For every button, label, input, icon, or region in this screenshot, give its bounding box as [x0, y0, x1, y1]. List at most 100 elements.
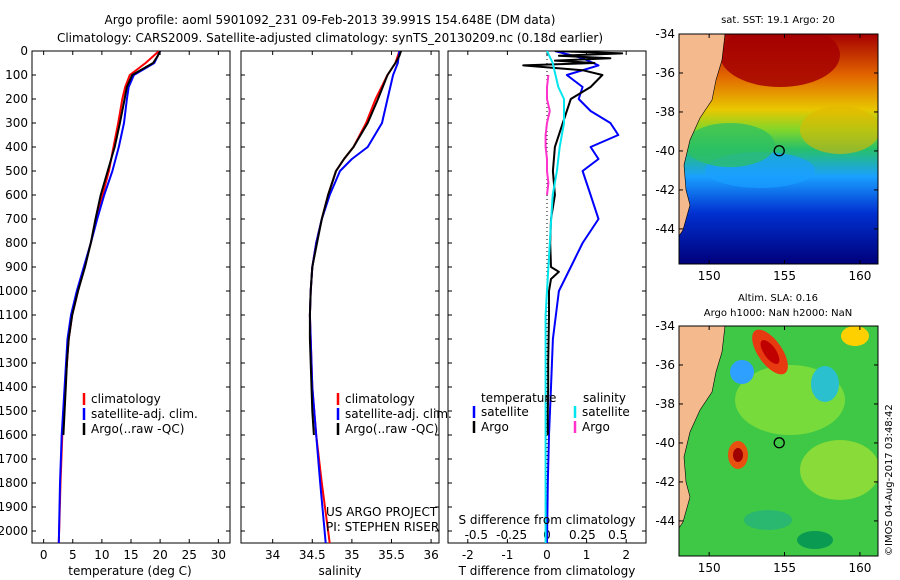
lat-tick-label: -40	[655, 144, 675, 158]
figure-title-line1: Argo profile: aoml 5901092_231 09-Feb-20…	[105, 13, 556, 27]
sst-float-position-marker	[773, 145, 785, 157]
sla-low-eddy	[797, 531, 833, 549]
sla-anomaly	[800, 440, 878, 500]
lon-tick-label: 160	[848, 269, 871, 283]
sst-map-ticks: -34 -36 -38 -40 -42 -44 150 155 160	[655, 27, 878, 283]
depth-tick-label: 200	[5, 92, 28, 106]
depth-tick-label: 500	[5, 164, 28, 178]
salinity-legend: climatology satellite-adj. clim. Argo(..…	[336, 392, 452, 436]
project-credit: US ARGO PROJECT	[326, 505, 438, 519]
imos-timestamp: ©IMOS 04-Aug-2017 03:48:42	[884, 404, 895, 556]
lon-tick-label: 160	[848, 561, 871, 575]
sla-low-eddy	[811, 366, 839, 402]
series-line-climatology	[57, 51, 160, 543]
pi-credit: PI: STEPHEN RISER	[326, 520, 439, 534]
legend-label: Argo	[481, 420, 509, 434]
x-tick-label: 0	[40, 548, 48, 562]
sla-high-core	[733, 448, 743, 462]
x-tick-label: 35	[344, 548, 359, 562]
x-tick-label: 5	[69, 548, 77, 562]
salinity-profiles	[308, 51, 402, 543]
x-tick-label: 2	[622, 548, 630, 562]
lat-tick-label: -42	[655, 475, 675, 489]
x2-tick-label: -0.25	[496, 528, 527, 542]
figure-title-line2: Climatology: CARS2009. Satellite-adjuste…	[57, 31, 603, 45]
sla-coastline-land	[679, 326, 726, 529]
legend-header-salinity: salinity	[583, 391, 626, 405]
lat-tick-label: -34	[655, 27, 675, 41]
series-line-satellite-adj-clim-	[57, 51, 162, 543]
x-tick-label: 25	[182, 548, 197, 562]
depth-tick-label: 800	[5, 236, 28, 250]
difference-profiles	[522, 51, 624, 543]
sst-coastline-land	[679, 34, 726, 237]
salinity-axis-label: salinity	[318, 564, 361, 578]
series-line-salinity-satellite	[544, 51, 565, 543]
x-tick-label: 35.5	[378, 548, 405, 562]
sla-map-title-line2: Argo h1000: NaN h2000: NaN	[704, 308, 852, 319]
depth-tick-label: 1700	[0, 452, 28, 466]
depth-tick-label: 0	[20, 44, 28, 58]
x-tick-label: 36	[423, 548, 438, 562]
legend-label: climatology	[345, 392, 415, 406]
series-line-climatology	[308, 51, 401, 543]
legend-label: satellite-adj. clim.	[91, 407, 198, 421]
lon-tick-label: 150	[698, 561, 721, 575]
lon-tick-label: 155	[773, 269, 796, 283]
sla-map-title-line1: Altim. SLA: 0.16	[738, 293, 818, 304]
sla-high-eddy	[841, 326, 869, 346]
lat-tick-label: -44	[655, 222, 675, 236]
lon-tick-label: 155	[773, 561, 796, 575]
sst-map-frame	[678, 33, 879, 265]
x2-tick-label: -0.5	[465, 528, 488, 542]
series-line-argo-raw-qc-	[62, 51, 162, 436]
salinity-panel-frame	[240, 50, 440, 544]
depth-tick-label: 1300	[0, 356, 28, 370]
x-tick-label: 1	[583, 548, 591, 562]
depth-tick-label: 1400	[0, 380, 28, 394]
depth-tick-label: 1200	[0, 332, 28, 346]
sst-green-band	[685, 123, 775, 167]
sla-low-eddy	[744, 510, 792, 530]
depth-tick-label: 300	[5, 116, 28, 130]
x-tick-label: 30	[211, 548, 226, 562]
s-difference-axis-label: S difference from climatology	[459, 513, 636, 527]
x-tick-label: 0	[543, 548, 551, 562]
lat-tick-label: -34	[655, 319, 675, 333]
x-tick-label: 34	[265, 548, 280, 562]
depth-tick-label: 900	[5, 260, 28, 274]
sla-map-field	[679, 326, 878, 556]
x-tick-label: -1	[501, 548, 513, 562]
sst-map-field	[679, 34, 878, 264]
legend-label: Argo	[582, 420, 610, 434]
legend-header-temperature: temperature	[481, 391, 556, 405]
t-difference-axis-label: T difference from climatology	[458, 564, 636, 578]
depth-tick-label: 2000	[0, 524, 28, 538]
depth-tick-label: 400	[5, 140, 28, 154]
x-tick-label: 34.5	[299, 548, 326, 562]
salinity-axis-ticks: 34 34.5 35 35.5 36	[265, 51, 439, 562]
series-line-argo-raw-qc-	[308, 51, 402, 436]
depth-tick-label: 700	[5, 212, 28, 226]
depth-tick-label: 1800	[0, 476, 28, 490]
temperature-profiles	[57, 51, 162, 543]
series-line-satellite-adj-clim-	[308, 51, 401, 543]
sst-map-title: sat. SST: 19.1 Argo: 20	[721, 15, 835, 26]
sla-high-core	[760, 340, 780, 364]
depth-axis: 0 100 200 300 400 500 600 700 800 900 1000 1100 1200…	[0, 44, 646, 538]
temperature-legend: climatology satellite-adj. clim. Argo(..…	[82, 392, 198, 436]
lat-tick-label: -42	[655, 183, 675, 197]
sst-warm-filament	[800, 106, 878, 154]
lat-tick-label: -36	[655, 358, 675, 372]
legend-label: Argo(..raw -QC)	[91, 422, 184, 436]
depth-tick-label: 100	[5, 68, 28, 82]
x-tick-label: 10	[94, 548, 109, 562]
temperature-axis-label: temperature (deg C)	[68, 564, 191, 578]
depth-tick-label: 1500	[0, 404, 28, 418]
legend-label: satellite	[582, 405, 630, 419]
temperature-axis-ticks: 0 5 10 15 20 25 30	[40, 51, 226, 562]
lat-tick-label: -36	[655, 66, 675, 80]
depth-tick-label: 1000	[0, 284, 28, 298]
